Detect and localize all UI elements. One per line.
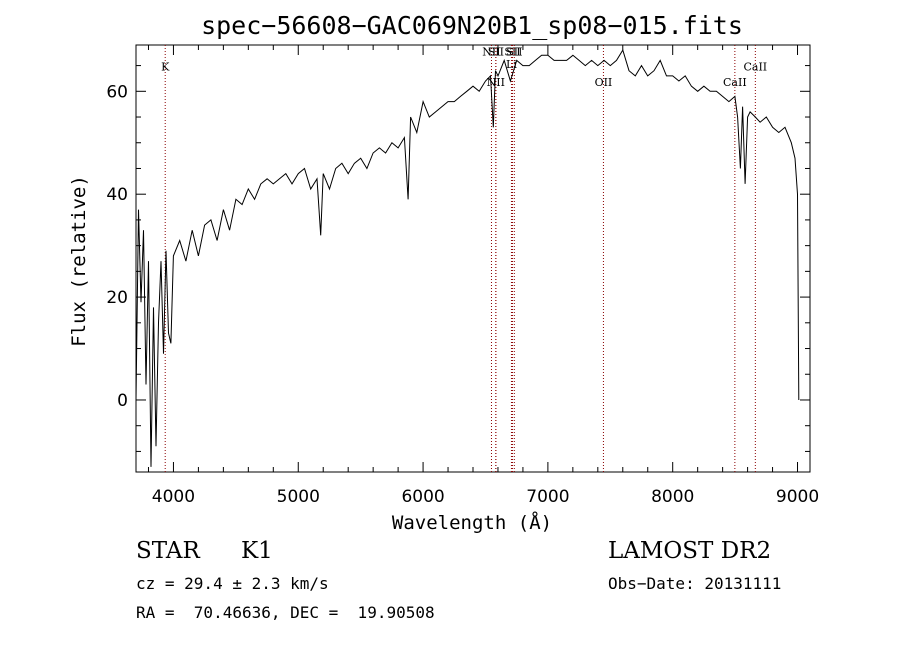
object-class: STAR xyxy=(136,538,200,564)
x-tick-label: 8000 xyxy=(651,487,694,507)
line-marker-label: K xyxy=(161,61,170,74)
spectrum-line xyxy=(135,48,800,467)
plot-frame xyxy=(135,44,811,473)
chart-title: spec−56608−GAC069N20B1_sp08−015.fits xyxy=(201,11,743,40)
x-tick-labels: 4000 5000 6000 7000 8000 9000 xyxy=(152,487,819,507)
x-axis-title: Wavelength (Å) xyxy=(392,511,552,534)
y-tick-label: 40 xyxy=(106,185,128,205)
object-subclass: K1 xyxy=(241,538,273,564)
line-marker-label: NII xyxy=(487,76,505,89)
line-marker-label: Li xyxy=(506,58,517,71)
y-tick-label: 0 xyxy=(117,391,128,411)
axis-ticks xyxy=(136,45,810,472)
x-tick-label: 4000 xyxy=(152,487,195,507)
line-marker-label: CaII xyxy=(743,61,767,74)
line-marker-label: OII xyxy=(595,76,613,89)
line-marker-label: SII xyxy=(504,45,520,58)
line-marker-label: SII xyxy=(506,45,522,58)
y-tick-label: 60 xyxy=(106,82,128,102)
y-tick-label: 20 xyxy=(106,288,128,308)
x-tick-label: 5000 xyxy=(277,487,320,507)
y-axis-title: Flux (relative) xyxy=(68,175,90,347)
survey-name: LAMOST DR2 xyxy=(608,538,772,564)
redshift-cz: cz = 29.4 ± 2.3 km/s xyxy=(136,574,329,593)
line-marker-label: CaII xyxy=(723,76,747,89)
x-tick-label: 9000 xyxy=(776,487,819,507)
x-tick-label: 6000 xyxy=(401,487,444,507)
x-tick-label: 7000 xyxy=(526,487,569,507)
y-tick-labels: 0 20 40 60 xyxy=(106,82,128,411)
ra-dec: RA = 70.46636, DEC = 19.90508 xyxy=(136,603,435,622)
obs-date: Obs−Date: 20131111 xyxy=(608,574,782,593)
